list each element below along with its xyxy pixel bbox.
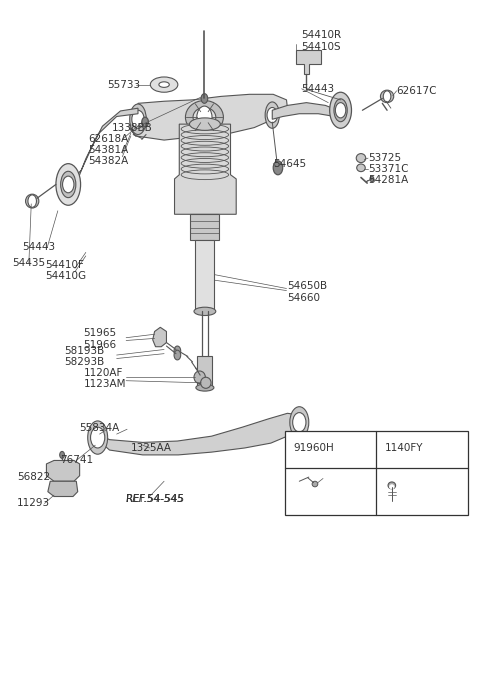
Polygon shape (97, 413, 301, 455)
Ellipse shape (194, 307, 216, 315)
Text: 91960H: 91960H (293, 443, 334, 453)
Ellipse shape (312, 481, 318, 487)
Text: 62617C: 62617C (396, 86, 437, 96)
Circle shape (267, 108, 277, 123)
Ellipse shape (388, 482, 396, 489)
Ellipse shape (60, 171, 76, 198)
Ellipse shape (201, 377, 211, 389)
Ellipse shape (357, 164, 365, 172)
Text: 51965
51966: 51965 51966 (84, 329, 117, 350)
Circle shape (62, 176, 74, 193)
Bar (285, 431, 468, 514)
Text: 54410R
54410S: 54410R 54410S (301, 30, 342, 52)
Ellipse shape (185, 101, 223, 134)
Circle shape (174, 346, 180, 356)
Text: 62618A: 62618A (88, 134, 129, 145)
Text: 54650B
54660: 54650B 54660 (288, 281, 327, 303)
Text: 54281A: 54281A (368, 175, 408, 185)
Polygon shape (153, 327, 167, 347)
Polygon shape (272, 103, 340, 120)
Circle shape (336, 103, 346, 118)
Ellipse shape (150, 77, 178, 92)
Ellipse shape (265, 102, 279, 129)
Ellipse shape (56, 164, 81, 206)
Text: 11293: 11293 (17, 498, 50, 508)
Circle shape (132, 110, 144, 129)
Text: REF.54-545: REF.54-545 (126, 493, 185, 503)
Ellipse shape (130, 104, 146, 134)
Text: REF.54-545: REF.54-545 (126, 493, 184, 503)
Circle shape (60, 452, 64, 459)
Text: 54435: 54435 (12, 258, 46, 268)
Ellipse shape (330, 92, 351, 129)
Polygon shape (175, 124, 236, 215)
Text: 53371C: 53371C (368, 164, 408, 174)
Circle shape (384, 91, 391, 102)
Text: 58193B
58293B: 58193B 58293B (64, 345, 105, 367)
Polygon shape (296, 50, 321, 73)
Ellipse shape (356, 154, 366, 163)
Ellipse shape (389, 484, 394, 489)
Ellipse shape (334, 99, 347, 122)
Circle shape (197, 106, 212, 129)
Text: 54381A
54382A: 54381A 54382A (88, 145, 129, 166)
Ellipse shape (381, 90, 394, 103)
Ellipse shape (193, 108, 216, 127)
Circle shape (201, 94, 208, 103)
Ellipse shape (194, 371, 205, 384)
Circle shape (370, 176, 374, 182)
Text: 1120AF
1123AM: 1120AF 1123AM (84, 368, 126, 389)
Circle shape (174, 350, 180, 360)
Text: 55733: 55733 (107, 80, 140, 89)
Polygon shape (190, 215, 219, 240)
Polygon shape (48, 481, 78, 496)
Ellipse shape (190, 118, 220, 131)
Circle shape (28, 195, 36, 208)
Text: 76741: 76741 (60, 456, 93, 466)
Ellipse shape (88, 421, 108, 454)
Circle shape (293, 412, 306, 432)
Text: 55834A: 55834A (79, 423, 119, 433)
Circle shape (142, 117, 148, 127)
Text: 54645: 54645 (273, 159, 306, 168)
Ellipse shape (25, 194, 39, 208)
Text: 53725: 53725 (368, 153, 401, 163)
Text: 1338BB: 1338BB (112, 122, 153, 133)
Circle shape (273, 161, 283, 175)
Circle shape (91, 427, 105, 448)
Ellipse shape (290, 407, 309, 438)
Polygon shape (68, 108, 138, 192)
Text: 1325AA: 1325AA (131, 443, 172, 453)
Text: 54410F
54410G: 54410F 54410G (46, 259, 86, 281)
Polygon shape (195, 240, 215, 311)
Text: 1140FY: 1140FY (384, 443, 423, 453)
Polygon shape (130, 94, 288, 140)
Polygon shape (197, 356, 213, 388)
Text: 54443: 54443 (301, 84, 335, 94)
Polygon shape (47, 461, 80, 481)
Text: 56822: 56822 (17, 472, 50, 482)
Ellipse shape (196, 384, 214, 391)
Ellipse shape (159, 82, 169, 87)
Text: 54443: 54443 (22, 242, 55, 252)
